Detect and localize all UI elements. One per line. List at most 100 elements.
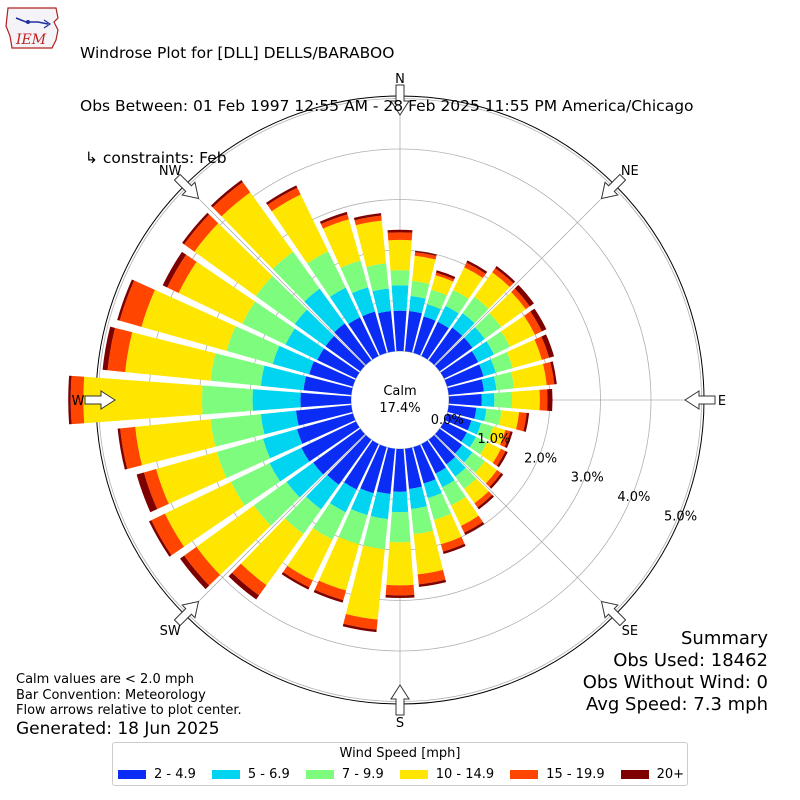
- legend-swatch: [399, 770, 428, 779]
- windrose-bar-segment: [370, 491, 391, 520]
- windrose-bar-segment: [267, 187, 301, 212]
- windrose-bar-segment: [511, 363, 547, 389]
- windrose-bar-segment: [262, 429, 303, 459]
- compass-label: S: [396, 716, 404, 731]
- windrose-bar-segment: [304, 288, 345, 333]
- windrose-bar-segment: [452, 313, 475, 336]
- legend-label: 7 - 9.9: [341, 767, 384, 782]
- windrose-bar-segment: [390, 270, 410, 286]
- windrose-bar-segment: [388, 239, 412, 271]
- direction-arrow-icon: [600, 173, 627, 200]
- windrose-bar-segment: [196, 505, 271, 575]
- windrose-bar-segment: [385, 584, 415, 596]
- windrose-bar-segment: [295, 404, 353, 426]
- calm-label: Calm: [383, 384, 416, 399]
- legend-item: 7 - 9.9: [305, 767, 384, 782]
- windrose-bar-segment: [494, 391, 513, 409]
- windrose-bar-segment: [474, 407, 487, 422]
- windrose-bar-segment: [387, 232, 413, 241]
- compass-label: NE: [621, 164, 639, 179]
- direction-arrow-icon: [84, 390, 116, 410]
- windrose-bar-segment: [433, 513, 462, 545]
- windrose-bar-segment: [202, 385, 253, 415]
- windrose-bar-segment: [164, 481, 245, 547]
- windrose-bar-segment: [149, 520, 172, 557]
- direction-arrow-icon: [390, 84, 410, 116]
- windrose-bar-segment: [269, 447, 310, 482]
- compass-label: W: [72, 394, 85, 409]
- windrose-bar-segment: [486, 331, 511, 355]
- windrose-bar-segment: [435, 337, 473, 372]
- legend-item: 2 - 4.9: [118, 767, 196, 782]
- windrose-bar-segment: [312, 503, 346, 540]
- windrose-bar-segment: [260, 365, 306, 391]
- legend-label: 20+: [656, 767, 685, 782]
- legend-item: 10 - 14.9: [399, 767, 494, 782]
- windrose-bar-segment: [216, 438, 271, 479]
- windrose-bar-segment: [464, 452, 485, 473]
- windrose-bar-segment: [119, 280, 155, 327]
- windrose-bar-segment: [523, 412, 530, 432]
- windrose-bar-segment: [415, 250, 437, 257]
- grid-spoke: [434, 434, 616, 616]
- windrose-bar-segment: [162, 251, 187, 288]
- windrose-bar-segment: [447, 379, 484, 396]
- windrose-bar-segment: [440, 536, 465, 552]
- windrose-bar-segment: [464, 262, 486, 279]
- windrose-bar-segment: [313, 428, 365, 475]
- windrose-bar-segment: [120, 426, 142, 470]
- windrose-bar-segment: [440, 351, 479, 379]
- windrose-bar-segment: [141, 289, 236, 351]
- windrose-bar-segment: [450, 496, 479, 526]
- svg-text:IEM: IEM: [15, 32, 47, 48]
- windrose-bar-segment: [329, 482, 357, 513]
- compass-label: NW: [159, 164, 182, 179]
- direction-arrow-icon: [173, 173, 200, 200]
- windrose-bar-segment: [418, 579, 447, 587]
- legend-swatch: [510, 770, 539, 779]
- windrose-bar-segment: [301, 421, 360, 462]
- windrose-bar-segment: [547, 388, 553, 412]
- windrose-bar-segment: [272, 345, 314, 375]
- windrose-bar-segment: [300, 392, 352, 408]
- windrose-bar-segment: [511, 288, 530, 310]
- windrose-bar-segment: [136, 472, 158, 513]
- legend-title: Wind Speed [mph]: [339, 746, 461, 761]
- radial-tick-label: 2.0%: [524, 451, 557, 466]
- windrose-bar-segment: [255, 276, 307, 325]
- windrose-bar-segment: [266, 185, 298, 205]
- windrose-bar-segment: [362, 311, 387, 356]
- windrose-bar-segment: [393, 310, 407, 352]
- windrose-bar-segment: [135, 419, 216, 466]
- title-line-1: Windrose Plot for [DLL] DELLS/BARABOO: [80, 44, 395, 62]
- legend-swatch: [118, 770, 146, 779]
- windrose-bar-segment: [413, 530, 443, 575]
- windrose-bar-segment: [488, 426, 506, 445]
- windrose-bar-segment: [479, 359, 496, 377]
- windrose-bar-segment: [284, 496, 322, 534]
- windrose-bar-segment: [348, 317, 379, 360]
- windrose-bar-segment: [180, 555, 210, 590]
- windrose-bar-segment: [334, 323, 372, 365]
- windrose-bar-segment: [437, 305, 459, 329]
- windrose-bar-segment: [511, 389, 540, 411]
- legend-item: 15 - 19.9: [510, 767, 605, 782]
- windrose-bar-segment: [411, 506, 434, 535]
- windrose-bar-segment: [320, 214, 349, 229]
- bar-convention-note: Bar Convention: Meteorology: [16, 687, 206, 703]
- windrose-bar-segment: [226, 326, 280, 364]
- windrose-bar-segment: [322, 219, 361, 268]
- windrose-bar-segment: [317, 348, 360, 379]
- calm-note: Calm values are < 2.0 mph: [16, 672, 195, 687]
- legend-item: 5 - 6.9: [211, 767, 290, 782]
- windrose-bar-segment: [253, 481, 300, 526]
- iem-logo: IEM: [4, 6, 64, 52]
- windrose-bar-segment: [514, 284, 534, 307]
- windrose-bar-segment: [462, 296, 489, 324]
- windrose-bar-segment: [389, 511, 411, 543]
- windrose-bar-segment: [464, 327, 485, 348]
- windrose-bar-segment: [70, 375, 85, 425]
- legend-label: 5 - 6.9: [247, 767, 290, 782]
- windrose-bar-segment: [184, 546, 221, 586]
- windrose-bar-segment: [294, 309, 335, 347]
